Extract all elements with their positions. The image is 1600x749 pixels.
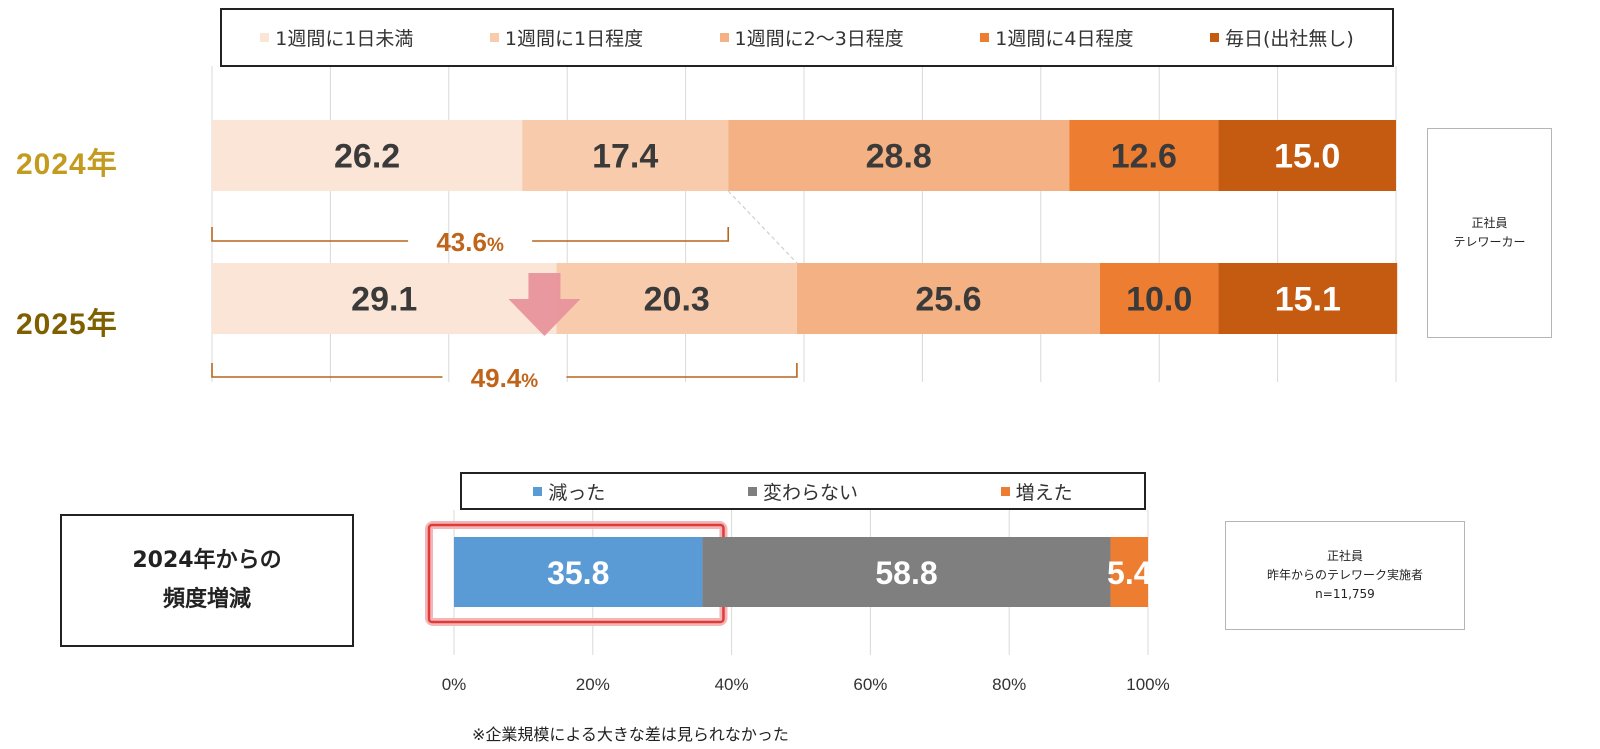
bar-label: 28.8 <box>866 138 932 176</box>
bar-label: 58.8 <box>875 555 937 591</box>
bar-change-変わらない <box>702 537 1111 607</box>
bar-2025年-1週間に1日程度 <box>556 263 797 334</box>
top-note-box: 正社員 テレワーカー <box>1427 128 1552 338</box>
top-note-line-2: テレワーカー <box>1453 235 1526 249</box>
legend-swatch <box>489 33 499 42</box>
top-note-line-1: 正社員 <box>1471 215 1508 230</box>
bar-label: 26.2 <box>334 138 400 176</box>
bar-2025年-1週間に2-3日程度 <box>796 263 1100 334</box>
year-label-2025: 2025年 <box>16 308 118 341</box>
x-tick-label: 0% <box>442 675 467 694</box>
bar-label: 15.0 <box>1274 138 1340 176</box>
bar-2025年-1週間に4日程度 <box>1100 263 1219 334</box>
down-arrow-icon <box>508 273 581 336</box>
legend-item-1週間に2-3日程度: 1週間に2～3日程度 <box>719 24 904 51</box>
x-tick-label: 20% <box>576 675 610 694</box>
bracket-left <box>211 363 443 378</box>
bottom-note-box: 正社員 昨年からのテレワーク実施者 n=11,759 <box>1225 521 1465 630</box>
legend-item-毎日-出社無し-: 毎日(出社無し) <box>1209 24 1354 51</box>
bar-label: 17.4 <box>592 138 658 176</box>
legend-label: 1週間に4日程度 <box>995 28 1134 50</box>
legend-label: 増えた <box>1015 481 1073 504</box>
legend-label: 変わらない <box>762 481 858 504</box>
x-tick-label: 80% <box>992 675 1026 694</box>
category-label-line-2: 頻度増減 <box>162 586 251 612</box>
bracket-right <box>532 227 730 242</box>
legend-item-1週間に1日程度: 1週間に1日程度 <box>489 24 644 51</box>
legend-item-変わらない: 変わらない <box>747 478 858 505</box>
bar-2025年-1週間に1日未満 <box>212 263 557 334</box>
legend-label: 1週間に2～3日程度 <box>734 28 904 50</box>
bottom-note-line-2: 昨年からのテレワーク実施者 <box>1266 567 1423 582</box>
cumulative-annotation: 43.6% <box>436 227 504 257</box>
bar-label: 20.3 <box>644 281 710 319</box>
bar-label: 29.1 <box>351 281 417 319</box>
x-tick-label: 40% <box>715 675 749 694</box>
legend-label: 1週間に1日程度 <box>504 28 644 50</box>
bar-label: 25.6 <box>915 281 981 319</box>
top-legend: 1週間に1日未満 1週間に1日程度 1週間に2～3日程度 1週間に4日程度 毎日(出社無… <box>220 8 1394 67</box>
bottom-note-line-3: n=11,759 <box>1315 587 1375 602</box>
legend-swatch <box>747 486 757 496</box>
bar-label: 12.6 <box>1111 138 1177 176</box>
bar-2024年-1週間に1日程度 <box>522 120 729 191</box>
bar-2024年-1週間に2-3日程度 <box>728 120 1070 191</box>
bar-2024年-1週間に1日未満 <box>212 120 523 191</box>
bottom-legend: 減った 変わらない 増えた <box>460 472 1146 510</box>
bar-2024年-1週間に4日程度 <box>1069 120 1219 191</box>
bar-label: 10.0 <box>1126 281 1192 319</box>
legend-swatch <box>533 486 543 496</box>
legend-label: 減った <box>548 481 606 504</box>
bracket-right <box>566 363 798 378</box>
bar-2024年-毎日-出社無し- <box>1218 120 1396 191</box>
legend-item-減った: 減った <box>533 478 605 505</box>
connector-line <box>727 190 798 264</box>
bar-label: 35.8 <box>547 555 609 591</box>
bar-change-増えた <box>1110 537 1148 607</box>
year-label-2024: 2024年 <box>16 148 118 181</box>
legend-label: 1週間に1日未満 <box>275 28 414 50</box>
x-tick-label: 100% <box>1126 675 1169 694</box>
footnote: ※企業規模による大きな差は見られなかった <box>472 725 789 744</box>
legend-swatch <box>1209 33 1219 42</box>
legend-swatch <box>260 33 270 42</box>
legend-swatch <box>1000 486 1010 496</box>
bar-label: 5.4 <box>1107 555 1152 591</box>
cumulative-annotation: 49.4% <box>471 363 539 393</box>
legend-item-1週間に4日程度: 1週間に4日程度 <box>980 24 1133 51</box>
category-label-box: 2024年からの 頻度増減 <box>60 514 354 647</box>
legend-swatch <box>719 33 729 42</box>
legend-item-1週間に1日未満: 1週間に1日未満 <box>260 24 413 51</box>
bottom-note-line-1: 正社員 <box>1326 548 1363 563</box>
bracket-left <box>211 227 409 242</box>
bar-label: 15.1 <box>1275 281 1341 319</box>
category-label-line-1: 2024年からの <box>132 548 282 573</box>
legend-item-増えた: 増えた <box>1000 478 1073 505</box>
bar-2025年-毎日-出社無し- <box>1218 263 1398 334</box>
legend-swatch <box>980 33 990 42</box>
x-tick-label: 60% <box>853 675 887 694</box>
legend-label: 毎日(出社無し) <box>1224 28 1354 50</box>
bar-change-減った <box>454 537 703 607</box>
